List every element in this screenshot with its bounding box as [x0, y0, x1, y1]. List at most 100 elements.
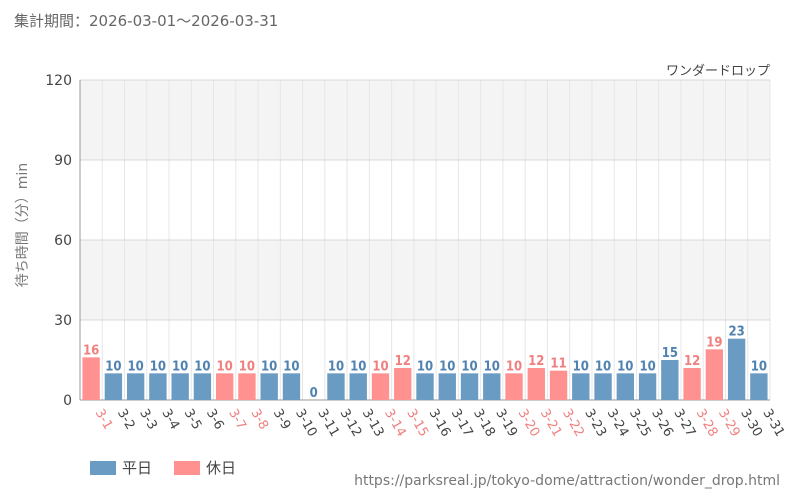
data-label: 10 — [461, 359, 477, 374]
data-label: 11 — [550, 357, 566, 372]
bar — [394, 368, 412, 400]
period-label: 集計期間：2026-03-01～2026-03-31 — [14, 12, 279, 30]
x-tick-label: 3-16 — [426, 407, 454, 440]
data-label: 15 — [662, 346, 678, 361]
bar — [483, 373, 501, 400]
x-tick-label: 3-17 — [448, 407, 476, 440]
data-label: 10 — [439, 359, 455, 374]
data-label: 12 — [528, 354, 544, 369]
x-tick-label: 3-6 — [203, 407, 227, 433]
x-tick-label: 3-4 — [158, 407, 182, 433]
data-label: 23 — [728, 325, 744, 340]
data-label: 10 — [595, 359, 611, 374]
legend-swatch-holiday — [174, 460, 201, 475]
bar — [126, 373, 145, 400]
x-tick-label: 3-24 — [604, 407, 632, 440]
data-label: 10 — [217, 359, 233, 374]
data-label: 10 — [639, 359, 655, 374]
x-tick-label: 3-31 — [759, 407, 787, 440]
legend-label-holiday: 休日 — [206, 459, 237, 477]
x-tick-label: 3-28 — [693, 407, 721, 440]
x-tick-label: 3-10 — [292, 407, 320, 440]
data-label: 19 — [706, 335, 722, 350]
bar — [260, 373, 278, 400]
data-label: 10 — [617, 359, 633, 374]
bar — [215, 373, 234, 400]
bar — [416, 373, 434, 400]
x-tick-label: 3-8 — [247, 407, 271, 433]
x-tick-label: 3-21 — [537, 407, 565, 440]
data-label: 12 — [395, 354, 411, 369]
x-tick-label: 3-2 — [114, 407, 138, 433]
x-tick-label: 3-27 — [670, 407, 698, 440]
bar — [460, 373, 479, 400]
chart-subtitle: ワンダードロップ — [665, 64, 770, 79]
data-label: 10 — [261, 359, 277, 374]
x-tick-label: 3-12 — [337, 407, 365, 440]
bar — [238, 373, 256, 400]
data-label: 10 — [573, 359, 589, 374]
x-tick-label: 3-13 — [359, 407, 387, 440]
data-label: 10 — [372, 359, 388, 374]
x-tick-label: 3-14 — [381, 407, 409, 440]
x-tick-label: 3-22 — [559, 407, 587, 440]
legend-item-holiday: 休日 — [174, 457, 236, 478]
x-tick-label: 3-29 — [715, 407, 743, 440]
data-label: 10 — [751, 359, 767, 374]
x-tick-label: 3-15 — [403, 407, 431, 440]
bar — [527, 368, 545, 400]
bar — [549, 370, 568, 400]
bar — [371, 373, 390, 400]
bar — [438, 373, 456, 400]
data-label: 10 — [105, 359, 121, 374]
data-label: 10 — [283, 359, 299, 374]
plot-band — [80, 240, 770, 320]
bar — [750, 373, 768, 400]
x-tick-label: 3-19 — [492, 407, 520, 440]
data-label: 10 — [328, 359, 344, 374]
data-label: 10 — [506, 359, 522, 374]
plot-band — [80, 160, 770, 240]
data-label: 10 — [194, 359, 210, 374]
data-label: 10 — [150, 359, 166, 374]
data-label: 10 — [128, 359, 144, 374]
bar — [193, 373, 212, 400]
bar — [327, 373, 345, 400]
bar — [661, 360, 679, 400]
x-tick-label: 3-20 — [515, 407, 543, 440]
bar — [349, 373, 367, 400]
bar — [282, 373, 301, 400]
data-label: 12 — [684, 354, 700, 369]
legend-label-weekday: 平日 — [122, 459, 153, 477]
x-tick-label: 3-1 — [92, 407, 116, 433]
bar — [171, 373, 189, 400]
bar — [683, 368, 701, 400]
bar — [616, 373, 635, 400]
x-tick-label: 3-18 — [470, 407, 498, 440]
x-tick-label: 3-7 — [225, 407, 249, 433]
x-tick-label: 3-26 — [648, 407, 676, 440]
legend-swatch-weekday — [90, 460, 116, 475]
source-url[interactable]: https://parksreal.jp/tokyo-dome/attracti… — [354, 473, 780, 489]
bar — [149, 373, 167, 400]
x-tick-label: 3-25 — [626, 407, 654, 440]
legend: 平日 休日 — [90, 457, 258, 478]
bar — [104, 373, 123, 400]
bar — [594, 373, 612, 400]
data-label: 10 — [172, 359, 188, 374]
bar — [727, 338, 746, 400]
x-tick-label: 3-23 — [581, 407, 609, 440]
bar — [82, 357, 100, 400]
x-tick-label: 3-11 — [314, 407, 342, 440]
plot-band — [80, 80, 770, 160]
bar — [705, 349, 724, 400]
y-tick-label: 30 — [54, 313, 72, 329]
bar — [505, 373, 523, 400]
x-tick-label: 3-3 — [136, 407, 160, 433]
data-label: 10 — [239, 359, 255, 374]
bar — [572, 373, 590, 400]
x-tick-label: 3-5 — [181, 407, 205, 433]
bar — [638, 373, 657, 400]
data-label: 10 — [484, 359, 500, 374]
